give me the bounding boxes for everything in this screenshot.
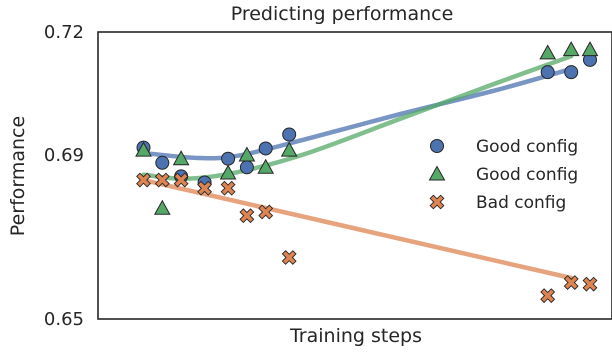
trend-line [141,53,574,182]
y-tick-label: 0.72 [44,22,84,43]
legend-label: Good config [476,165,578,185]
y-ticks: 0.65 0.69 0.72 [44,22,84,330]
legend-marker [429,194,445,210]
y-tick-label: 0.69 [44,145,84,166]
data-points [135,41,599,304]
data-point [172,150,190,166]
data-point [219,164,237,180]
data-point [153,199,171,215]
data-point [257,158,275,174]
data-point [540,65,555,80]
legend: Good config Good config Bad config [428,137,578,213]
trend-lines [141,53,574,281]
data-point [562,41,580,57]
y-axis-label: Performance [7,116,29,236]
data-point [564,65,579,80]
data-point [221,151,236,166]
data-point [238,146,256,162]
data-point [258,141,273,156]
chart-title: Predicting performance [231,3,454,25]
x-axis-label: Training steps [289,325,422,347]
data-point [280,141,298,157]
data-point [563,275,579,290]
data-point [582,276,598,292]
plot-frame [97,31,612,320]
data-point [282,127,297,142]
data-point [136,172,151,188]
legend-label: Bad config [476,193,566,213]
data-point [154,172,170,188]
data-point [135,141,152,157]
data-point [239,208,255,224]
data-point [258,204,274,220]
data-point [581,41,599,57]
data-point [155,155,170,170]
data-point [197,180,213,196]
legend-marker [428,165,446,181]
y-tick-label: 0.65 [44,309,84,330]
data-point [539,44,557,60]
legend-marker [430,139,444,153]
trend-line [141,177,574,281]
legend-label: Good config [476,137,578,157]
data-point [540,288,556,304]
data-point [239,160,254,175]
data-point [281,250,297,265]
trend-line [141,66,574,161]
data-point [220,180,236,196]
data-point [173,172,189,188]
